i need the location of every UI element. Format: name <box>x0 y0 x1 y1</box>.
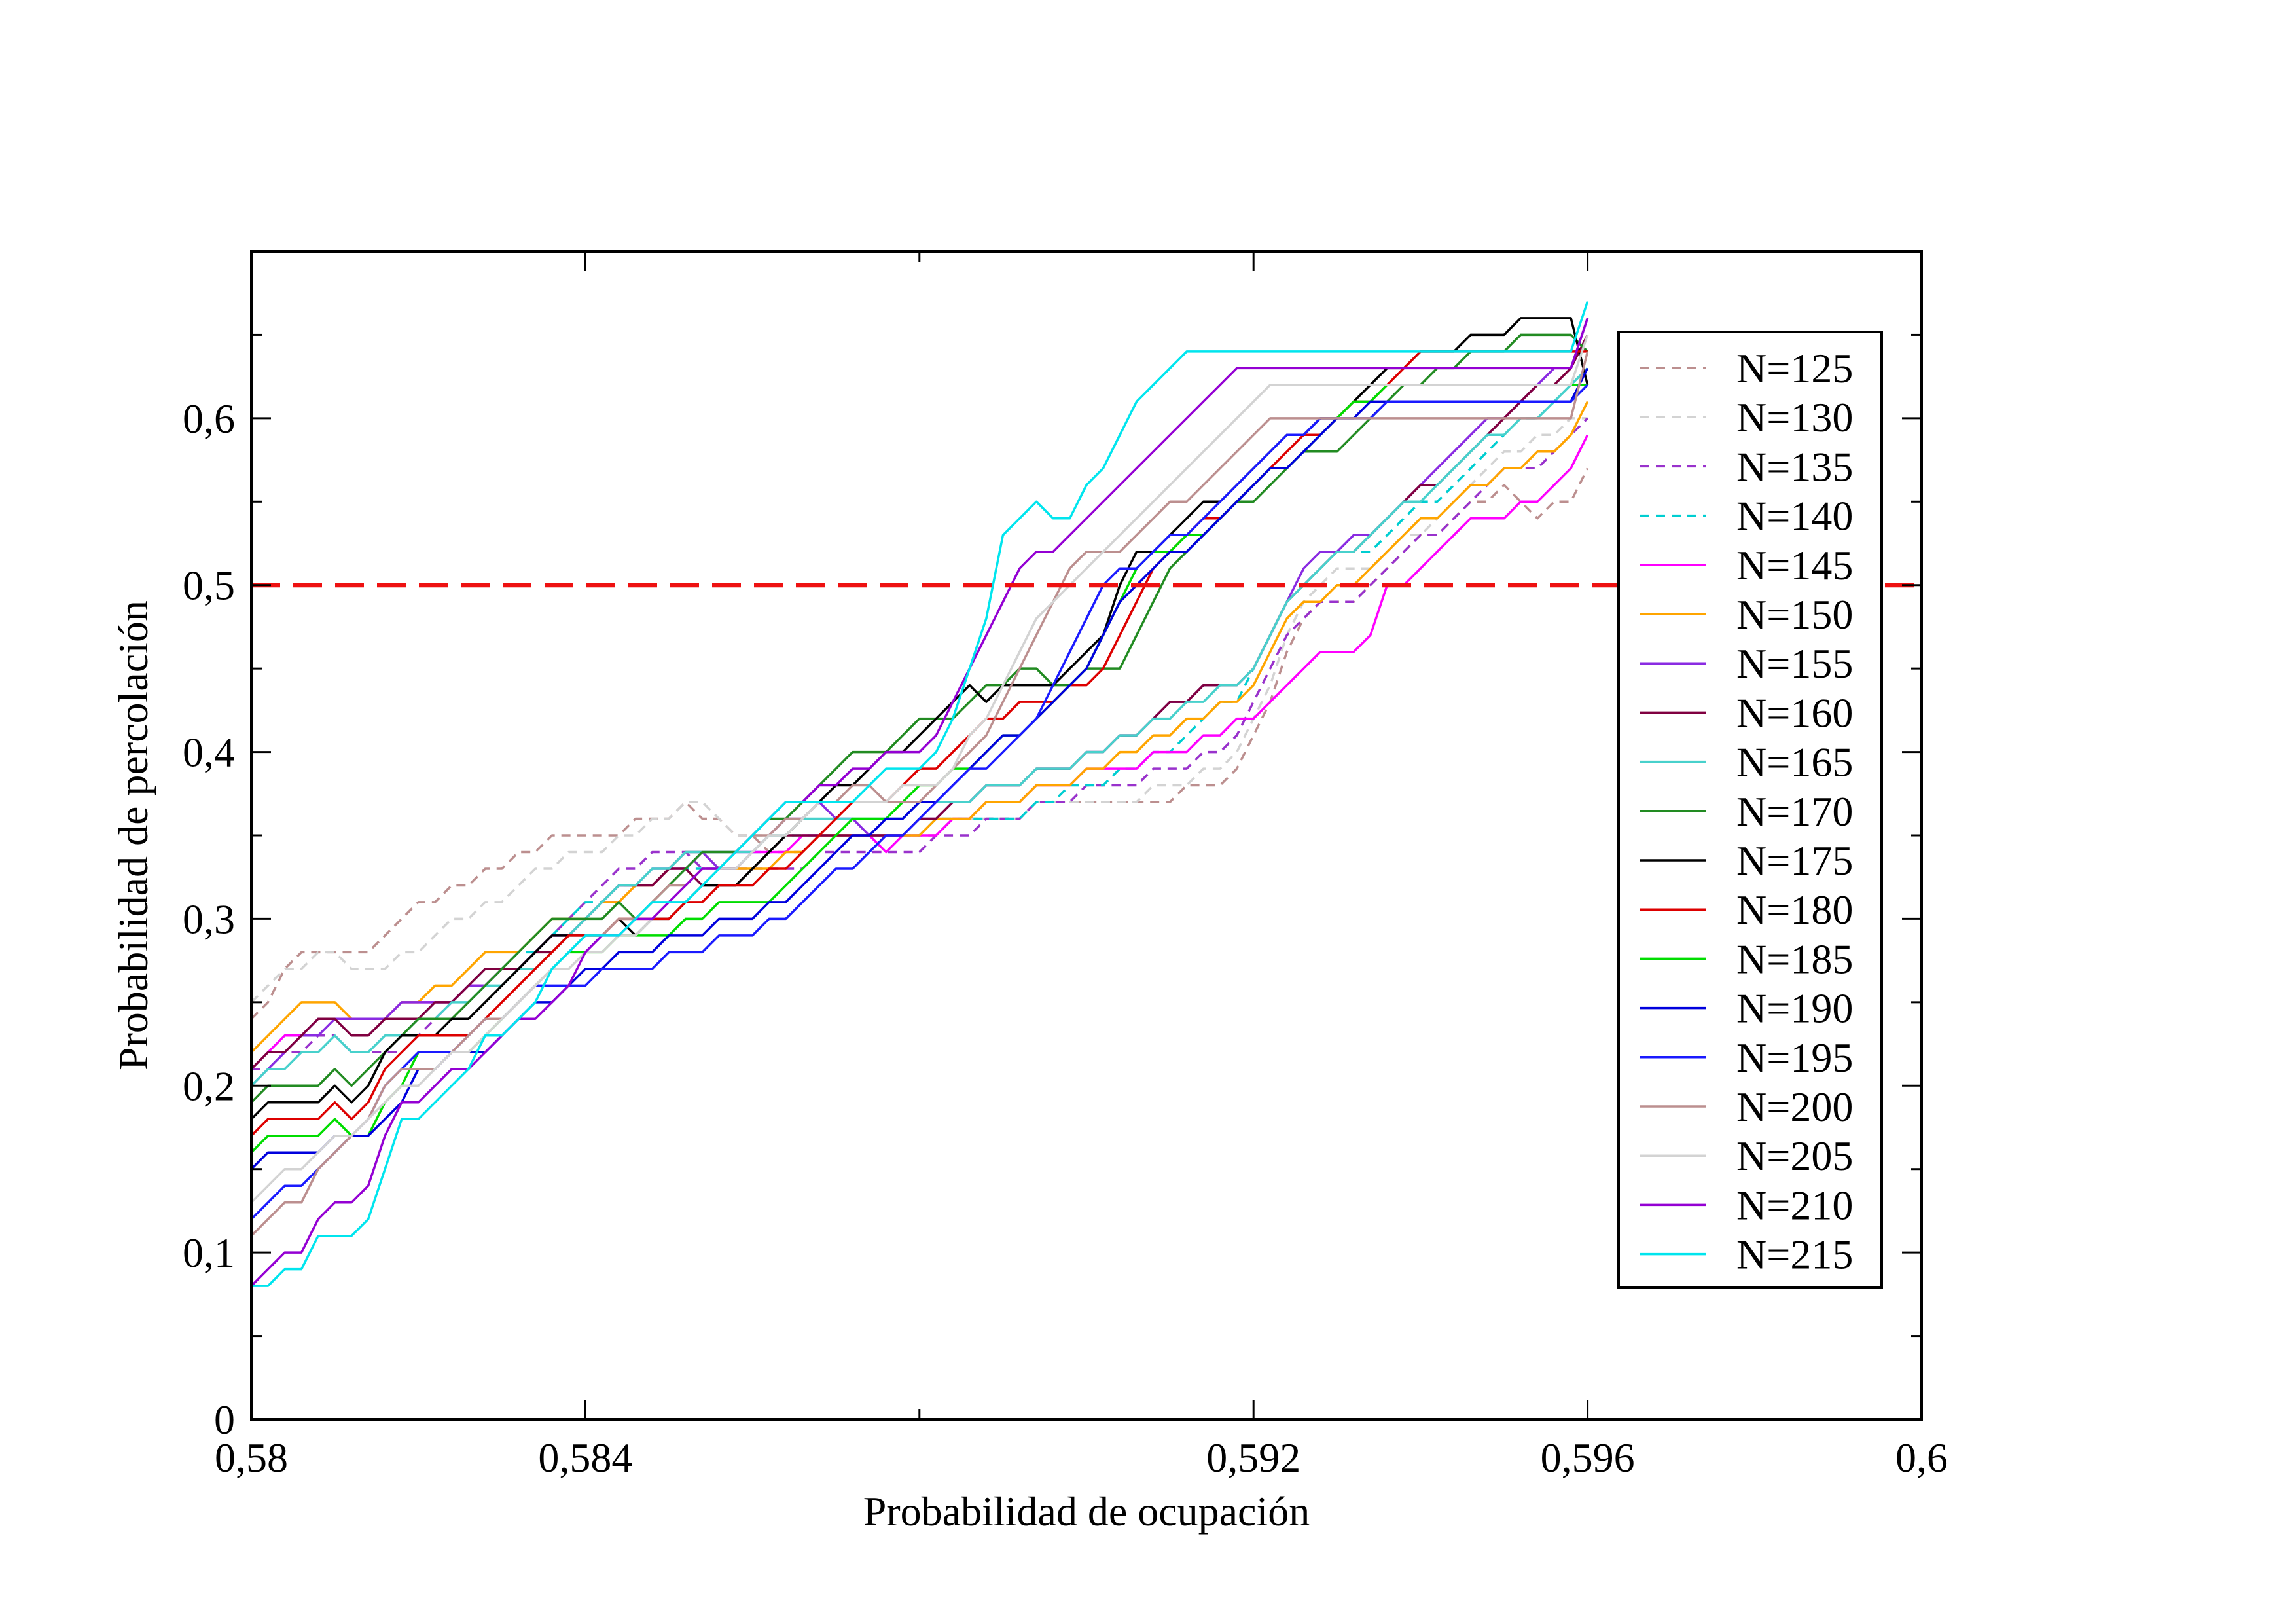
series-line-n-175 <box>250 317 1589 1120</box>
legend-box <box>1617 331 1883 1289</box>
y-tick-label: 0,2 <box>183 1063 235 1109</box>
legend-label: N=155 <box>1736 640 1853 687</box>
series-layer <box>250 301 1589 1287</box>
legend: N=125N=130N=135N=140N=145N=150N=155N=160… <box>1617 331 1883 1289</box>
series-line-n-210 <box>250 318 1589 1287</box>
legend-label: N=135 <box>1736 443 1853 490</box>
y-tick-label: 0,1 <box>183 1230 235 1276</box>
legend-items: N=125N=130N=135N=140N=145N=150N=155N=160… <box>1640 345 1853 1278</box>
legend-label: N=185 <box>1736 936 1853 982</box>
legend-label: N=170 <box>1736 788 1853 835</box>
y-tick-label: 0,4 <box>183 729 235 776</box>
legend-label: N=150 <box>1736 591 1853 638</box>
series-line-n-200 <box>250 351 1589 1237</box>
legend-label: N=195 <box>1736 1034 1853 1081</box>
y-tick-label: 0,3 <box>183 896 235 942</box>
x-tick-label: 0,6 <box>1895 1434 1948 1481</box>
legend-label: N=140 <box>1736 493 1853 539</box>
legend-label: N=160 <box>1736 689 1853 736</box>
legend-label: N=205 <box>1736 1133 1853 1179</box>
legend-label: N=145 <box>1736 542 1853 589</box>
x-tick-label: 0,58 <box>215 1434 288 1481</box>
legend-label: N=190 <box>1736 985 1853 1032</box>
legend-label: N=175 <box>1736 837 1853 884</box>
x-tick-label: 0,584 <box>538 1434 632 1481</box>
series-line-n-150 <box>250 401 1589 1053</box>
series-line-n-215 <box>251 301 1589 1287</box>
legend-label: N=130 <box>1736 394 1853 441</box>
y-tick-label: 0,5 <box>183 562 235 609</box>
x-axis-title: Probabilidad de ocupación <box>863 1488 1310 1535</box>
legend-label: N=125 <box>1736 345 1853 392</box>
legend-label: N=180 <box>1736 886 1853 933</box>
y-tick-label: 0,6 <box>183 395 235 442</box>
legend-label: N=210 <box>1736 1182 1853 1228</box>
series-line-n-205 <box>250 334 1589 1203</box>
x-tick-label: 0,596 <box>1541 1434 1635 1481</box>
tick-labels-layer: 0,58 0,584 0,592 0,596 0,6 0 0,1 0,2 0,3 0,4 0,5 0,… <box>183 395 1948 1481</box>
y-axis-title: Probabilidad de percolación <box>110 600 156 1070</box>
legend-label: N=215 <box>1736 1231 1853 1278</box>
legend-label: N=200 <box>1736 1084 1853 1130</box>
series-line-n-170 <box>250 333 1588 1104</box>
legend-label: N=165 <box>1736 739 1853 786</box>
x-tick-label: 0,592 <box>1206 1434 1300 1481</box>
y-tick-label: 0 <box>214 1396 235 1443</box>
ticks-layer <box>250 251 1923 1421</box>
